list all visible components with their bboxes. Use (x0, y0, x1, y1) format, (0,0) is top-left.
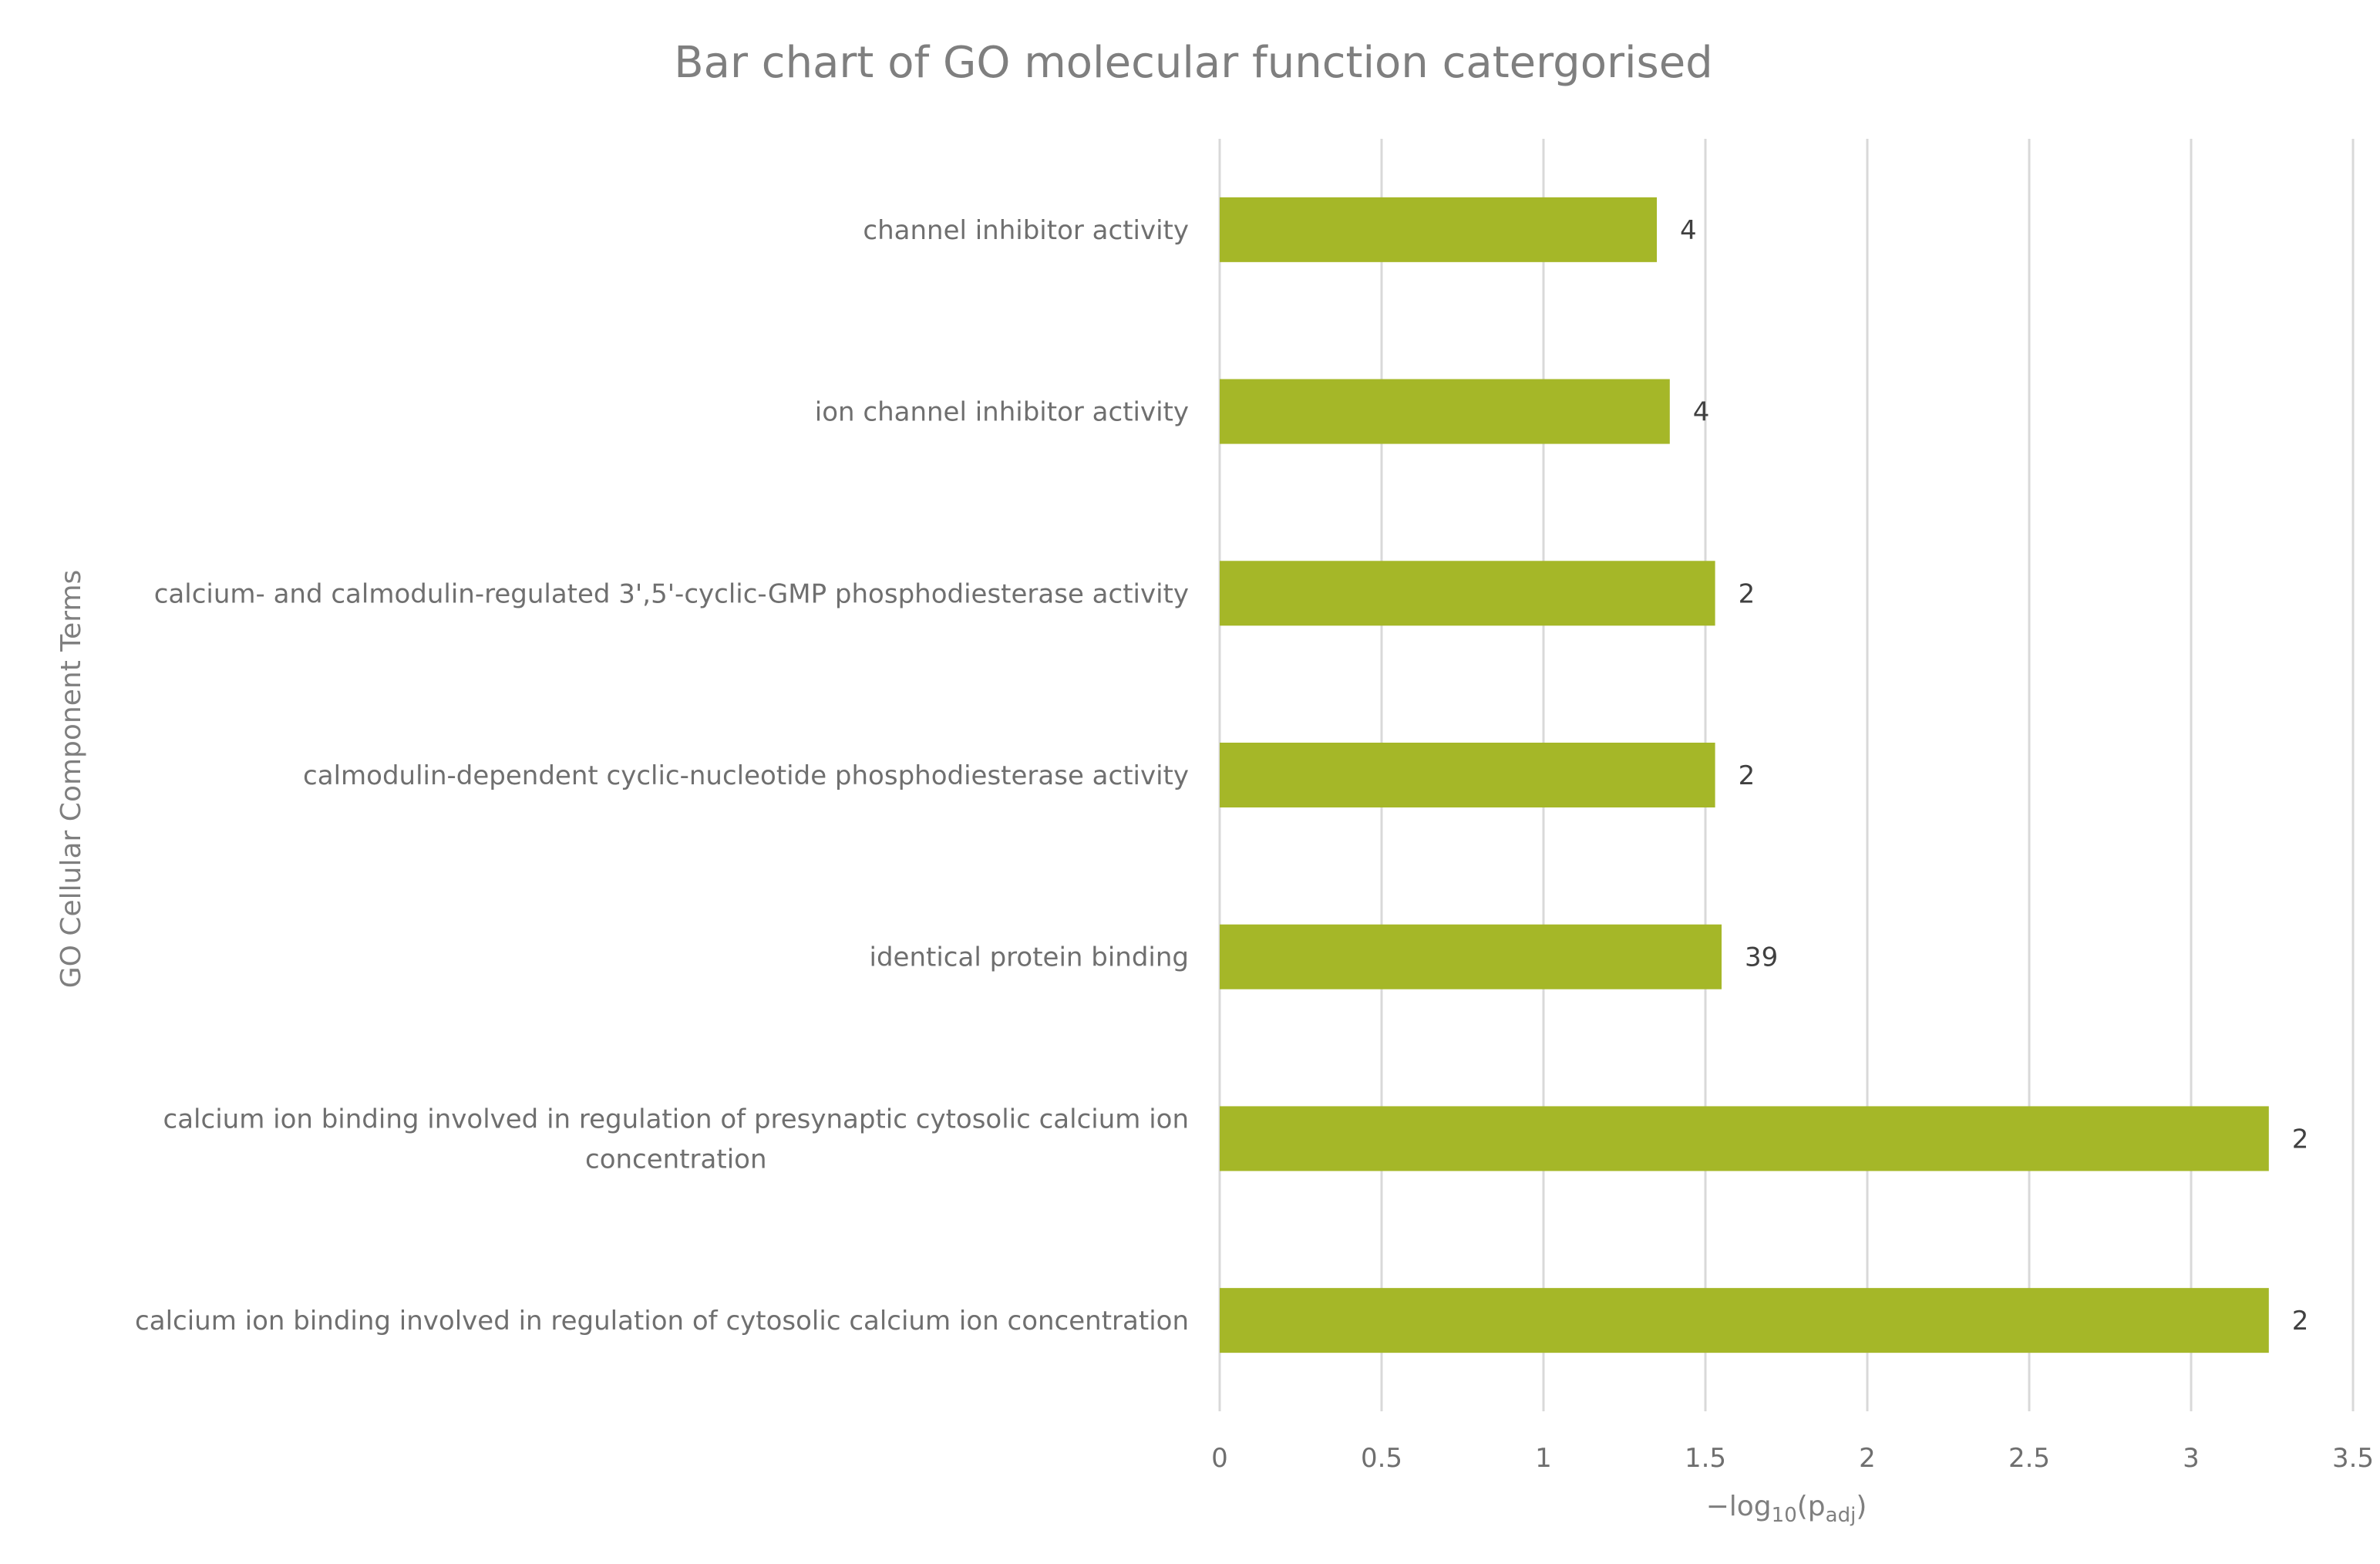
x-tick-label: 3 (2183, 1443, 2200, 1474)
category-label: calcium ion binding involved in regulati… (135, 1306, 1189, 1336)
bar (1220, 379, 1670, 444)
chart-title: Bar chart of GO molecular function cater… (674, 38, 1712, 88)
x-tick-label: 0 (1211, 1443, 1228, 1474)
category-labels: channel inhibitor activity ion channel in… (135, 215, 1189, 1336)
category-label: calcium ion binding involved in regulati… (163, 1104, 1189, 1134)
category-label: channel inhibitor activity (863, 215, 1189, 246)
x-axis-title-suffix: ) (1856, 1491, 1867, 1522)
data-labels: 4 4 2 2 39 2 2 (1680, 215, 2308, 1336)
bar (1220, 561, 1715, 626)
data-label: 2 (2292, 1306, 2309, 1336)
y-axis-title: GO Cellular Component Terms (56, 570, 87, 989)
x-tick-label: 0.5 (1361, 1443, 1402, 1474)
x-axis-title-sub2: adj (1826, 1504, 1857, 1527)
x-tick-label: 2.5 (2008, 1443, 2050, 1474)
data-label: 2 (2292, 1124, 2309, 1154)
x-tick-label: 2 (1859, 1443, 1876, 1474)
category-label: identical protein binding (870, 942, 1189, 973)
data-label: 4 (1680, 215, 1697, 246)
bars (1220, 197, 2269, 1353)
x-axis-title: −log10(padj) (1706, 1491, 1867, 1527)
category-label-continuation: concentration (585, 1144, 766, 1175)
x-tick-labels: 0 0.5 1 1.5 2 2.5 3 3.5 (1211, 1443, 2374, 1474)
data-label: 2 (1739, 578, 1756, 609)
data-label: 4 (1693, 397, 1710, 428)
x-tick-label: 3.5 (2332, 1443, 2374, 1474)
x-axis-title-sub1: 10 (1772, 1504, 1797, 1527)
x-tick-label: 1 (1535, 1443, 1552, 1474)
bar (1220, 197, 1657, 262)
category-label: calmodulin-dependent cyclic-nucleotide p… (303, 760, 1189, 791)
category-label: calcium- and calmodulin-regulated 3',5'-… (154, 578, 1189, 609)
x-tick-label: 1.5 (1685, 1443, 1726, 1474)
bar (1220, 1106, 2269, 1171)
category-label: ion channel inhibitor activity (815, 397, 1189, 428)
x-axis-title-mid: (p (1797, 1491, 1826, 1522)
bar (1220, 1288, 2269, 1353)
x-axis-title-prefix: −log (1706, 1491, 1772, 1522)
bar (1220, 924, 1722, 989)
data-label: 2 (1739, 760, 1756, 791)
data-label: 39 (1745, 942, 1778, 973)
bar (1220, 743, 1715, 807)
